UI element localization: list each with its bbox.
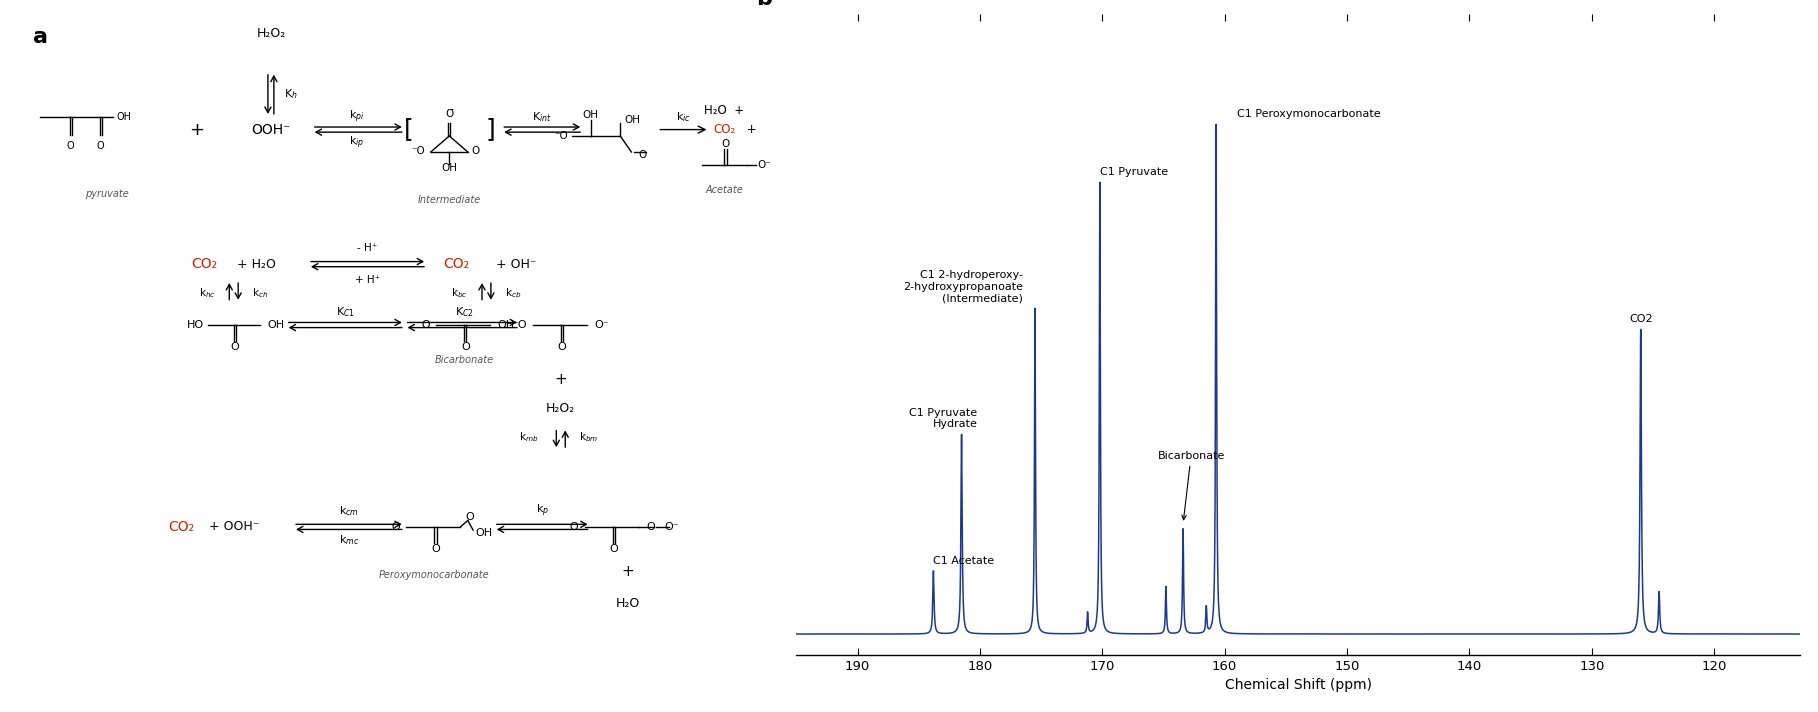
Text: k$_{mb}$: k$_{mb}$ [518,430,538,444]
Text: CO₂: CO₂ [713,123,736,136]
Text: OH: OH [498,320,514,330]
Text: k$_{mc}$: k$_{mc}$ [338,533,360,547]
Text: b: b [756,0,773,9]
Text: Peroxymonocarbonate: Peroxymonocarbonate [380,570,489,580]
Text: CO₂: CO₂ [191,257,216,271]
Text: CO₂: CO₂ [169,520,195,534]
Text: O̅: O̅ [445,109,453,119]
Text: k$_{hc}$: k$_{hc}$ [198,286,215,300]
Text: OH: OH [442,163,458,173]
Text: ⁻O: ⁻O [411,146,425,156]
Text: O: O [645,522,654,532]
Text: CO2: CO2 [1629,314,1653,324]
Text: C1 Acetate: C1 Acetate [933,556,994,566]
Text: k$_{cm}$: k$_{cm}$ [338,504,358,518]
Text: +: + [622,564,634,580]
Text: H₂O: H₂O [616,597,640,610]
Text: ⁻O: ⁻O [416,320,431,330]
Text: O: O [558,342,565,352]
Text: O⁻: O⁻ [665,522,680,532]
Text: OH: OH [116,112,131,122]
Text: ⁻O: ⁻O [565,522,580,532]
Text: O⁻: O⁻ [594,320,609,330]
Text: HO: HO [187,320,204,330]
Text: +: + [554,372,567,387]
Text: O: O [609,544,618,555]
Text: + H⁺: + H⁺ [355,275,380,286]
Text: C1 2-hydroperoxy-
2-hydroxypropanoate
(Intermediate): C1 2-hydroperoxy- 2-hydroxypropanoate (I… [904,270,1024,303]
Text: K$_{int}$: K$_{int}$ [533,110,553,124]
Text: k$_p$: k$_p$ [536,503,549,519]
Text: OH: OH [582,110,598,120]
Text: [: [ [404,117,413,142]
Text: K$_h$: K$_h$ [284,88,298,101]
Text: OH: OH [474,528,493,538]
Text: k$_{bm}$: k$_{bm}$ [580,430,598,444]
Text: O: O [638,150,647,160]
X-axis label: Chemical Shift (ppm): Chemical Shift (ppm) [1225,679,1371,693]
Text: k$_{ch}$: k$_{ch}$ [253,286,269,300]
Text: - H⁺: - H⁺ [358,243,378,253]
Text: ⁻O: ⁻O [554,131,567,141]
Text: k$_{bc}$: k$_{bc}$ [451,286,467,300]
Text: a: a [33,27,47,47]
Text: Bicarbonate: Bicarbonate [1158,451,1225,520]
Text: K$_{C1}$: K$_{C1}$ [336,305,355,319]
Text: K$_{C2}$: K$_{C2}$ [454,305,474,319]
Text: O: O [722,140,729,150]
Text: k$_{pi}$: k$_{pi}$ [349,108,364,125]
Text: CO₂: CO₂ [444,257,469,271]
Text: C1 Peroxymonocarbonate: C1 Peroxymonocarbonate [1236,109,1380,120]
Text: O⁻: O⁻ [758,159,771,170]
Text: O: O [431,544,440,555]
Text: C1 Pyruvate: C1 Pyruvate [1100,167,1167,177]
Text: +: + [189,120,204,139]
Text: + H₂O: + H₂O [236,258,276,271]
Text: pyruvate: pyruvate [85,189,129,199]
Text: OH: OH [624,115,640,125]
Text: OOH⁻: OOH⁻ [251,122,291,137]
Text: ⁻O: ⁻O [387,522,402,532]
Text: O: O [465,512,474,523]
Text: O: O [462,342,469,352]
Text: O: O [471,146,480,156]
Text: O: O [67,141,75,151]
Text: k$_{ic}$: k$_{ic}$ [676,110,691,124]
Text: Intermediate: Intermediate [418,195,482,205]
Text: ]: ] [485,117,494,142]
Text: H₂O₂: H₂O₂ [545,402,576,415]
Text: H₂O₂: H₂O₂ [256,27,285,40]
Text: k$_{ip}$: k$_{ip}$ [349,134,364,151]
Text: k$_{cb}$: k$_{cb}$ [505,286,522,300]
Text: OH: OH [267,320,284,330]
Text: H₂O  +: H₂O + [704,104,744,117]
Text: + OOH⁻: + OOH⁻ [209,520,258,533]
Text: C1 Pyruvate
Hydrate: C1 Pyruvate Hydrate [909,407,978,429]
Text: + OH⁻: + OH⁻ [496,258,536,271]
Text: +: + [744,123,756,136]
Text: ⁻O: ⁻O [513,320,527,330]
Text: Bicarbonate: Bicarbonate [435,355,494,365]
Text: O: O [96,141,104,151]
Text: Acetate: Acetate [705,185,744,196]
Text: O: O [231,342,240,352]
